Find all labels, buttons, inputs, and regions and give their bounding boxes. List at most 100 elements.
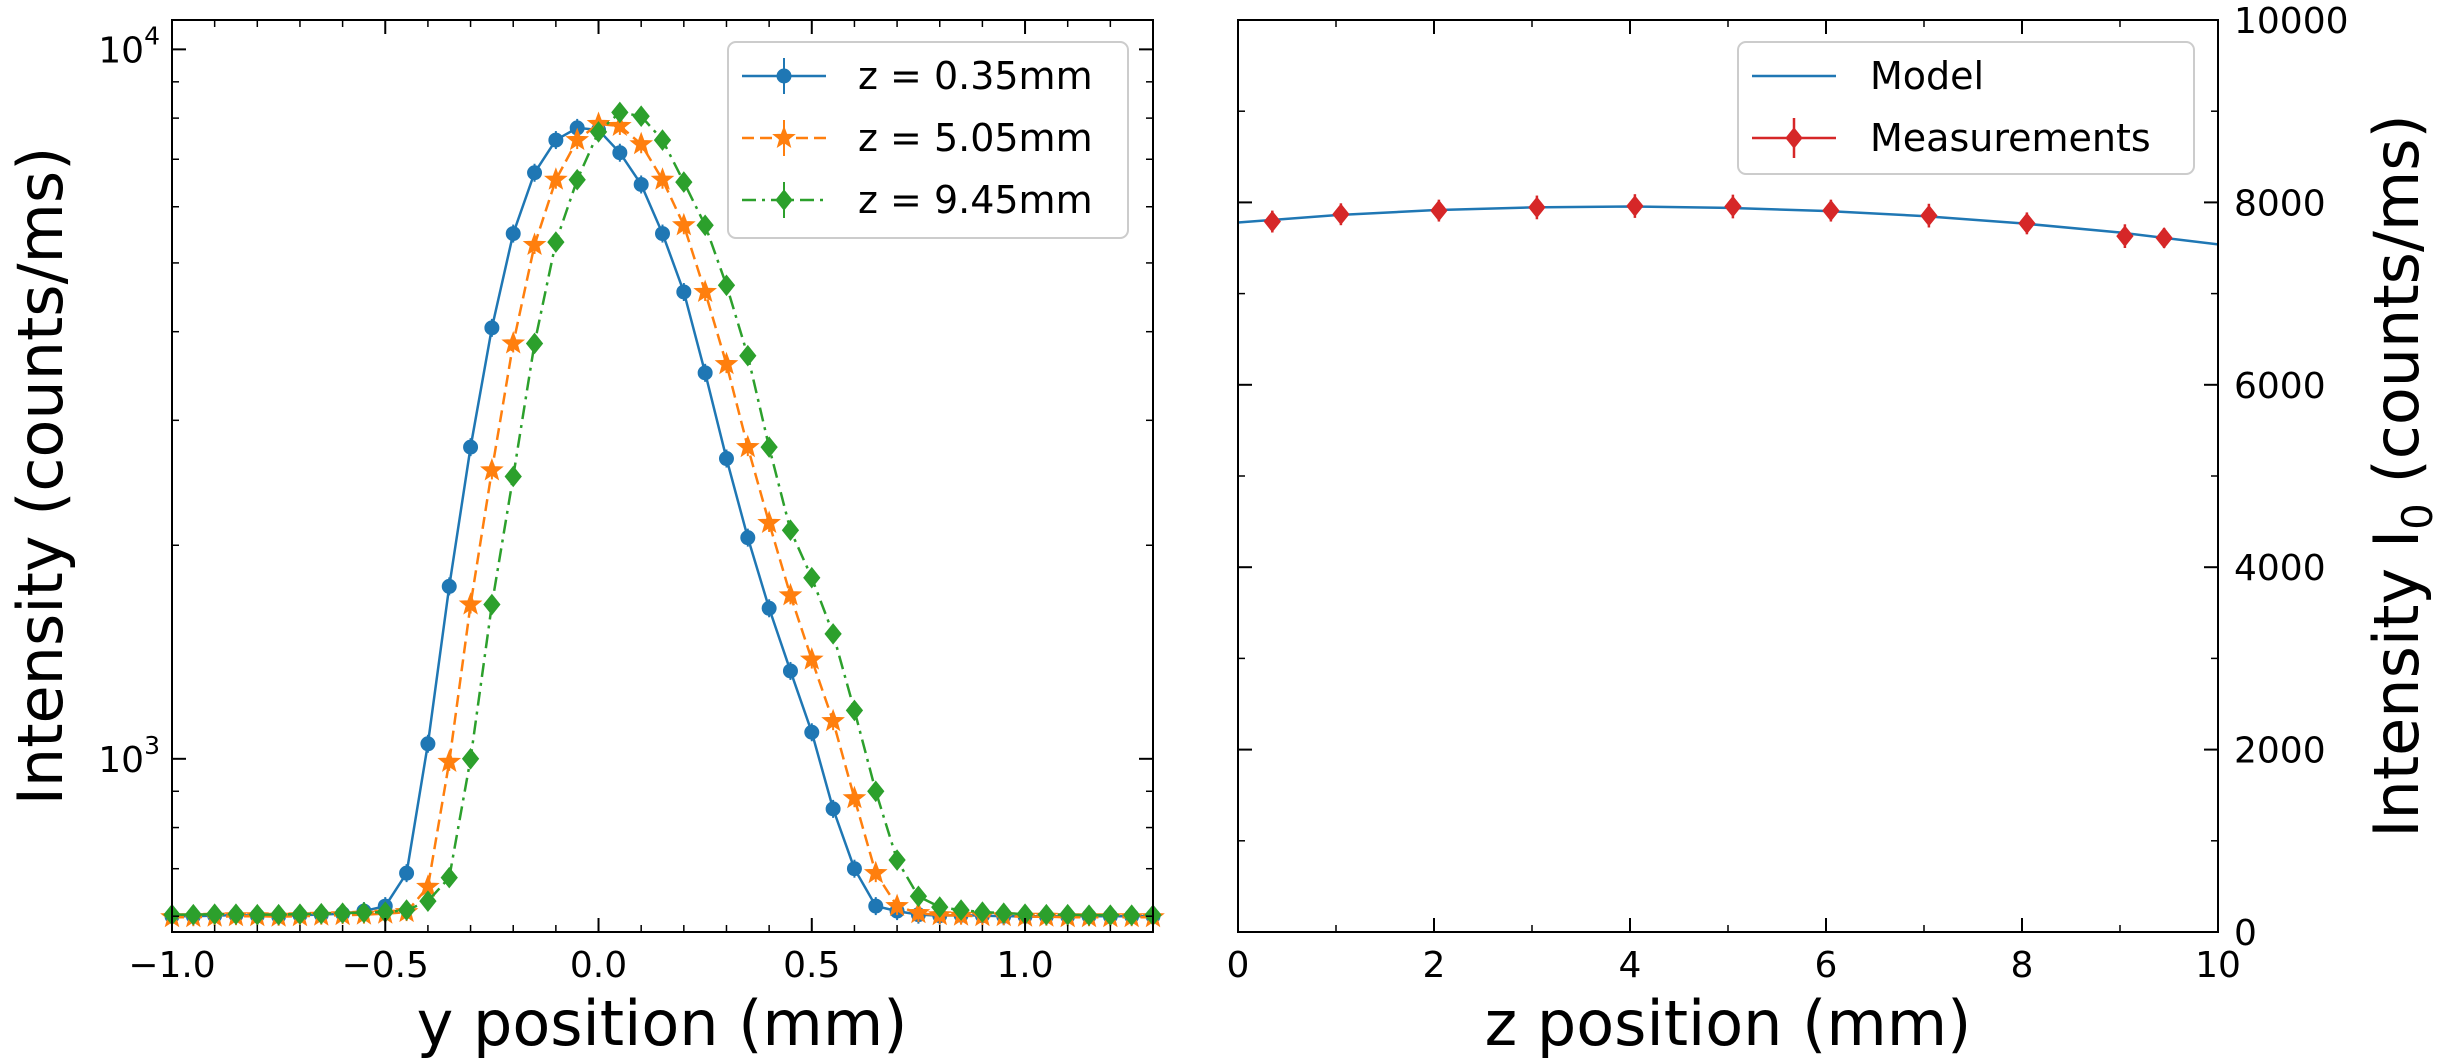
right-y-tick-label: 4000: [2234, 548, 2326, 589]
left-series-point: [612, 145, 628, 161]
left-legend-label: z = 0.35mm: [858, 54, 1093, 98]
measurement-point: [1822, 199, 1840, 222]
left-x-axis-label: y position (mm): [417, 987, 908, 1060]
left-series-point: [906, 900, 931, 924]
right-x-tick-label: 6: [1815, 945, 1838, 986]
right-y-axis-label-main: Intensity I: [2360, 530, 2433, 838]
right-legend-box: [1737, 41, 2195, 175]
left-series-point: [735, 434, 760, 458]
left-series-layer: [160, 101, 1165, 928]
left-series-point: [463, 439, 479, 455]
left-series-point: [653, 129, 672, 151]
right-legend-measure-marker: [1785, 127, 1803, 149]
left-series-point: [650, 167, 675, 190]
right-y-axis-label: Intensity I0 (counts/ms): [2360, 114, 2442, 838]
left-series-point: [804, 724, 820, 740]
measurement-point: [1724, 195, 1742, 218]
measurement-point: [1626, 195, 1644, 217]
left-series-point: [269, 903, 288, 926]
left-series-point: [760, 436, 778, 458]
left-series-point: [437, 749, 462, 772]
left-series-point: [248, 903, 266, 926]
left-series-point: [184, 903, 202, 926]
right-y-tick-label: 2000: [2234, 731, 2326, 772]
measurement-point: [2116, 225, 2134, 247]
left-series-point: [867, 780, 885, 803]
left-series-point: [821, 708, 845, 732]
measurement-point: [2155, 227, 2173, 249]
left-series-point: [227, 903, 245, 925]
left-series-point: [589, 121, 608, 143]
left-series-point: [522, 232, 547, 256]
left-legend-label: z = 5.05mm: [858, 116, 1093, 160]
right-y-tick-label: 6000: [2234, 366, 2326, 407]
left-legend: z = 0.35mm z = 5.05mm z = 9.45mm: [727, 41, 1129, 239]
left-series-point: [291, 903, 309, 925]
left-series-point: [740, 530, 756, 546]
right-legend: Model Measurements: [1737, 41, 2195, 175]
left-series-point: [608, 113, 632, 136]
right-y-tick-label: 8000: [2234, 183, 2326, 224]
left-y-tick-exponent: 3: [144, 731, 160, 760]
left-series-point: [399, 865, 415, 881]
left-series-point: [697, 365, 713, 381]
left-y-tick-base: 10: [98, 30, 144, 71]
left-series-point: [206, 903, 224, 925]
left-series-point: [842, 785, 867, 809]
left-series-point: [548, 132, 564, 148]
left-series-point: [611, 101, 629, 124]
left-series-point: [778, 582, 803, 606]
left-series-point: [525, 332, 544, 355]
left-series-line-1: [172, 122, 1153, 919]
left-x-tick-label: 0.0: [570, 945, 627, 986]
left-series-point: [501, 331, 526, 354]
left-y-tick-label: 104: [98, 21, 160, 71]
left-series-point: [480, 457, 504, 481]
left-series-point: [547, 231, 565, 253]
left-series-point: [544, 167, 568, 190]
left-series-point: [803, 566, 821, 589]
left-series-point: [909, 885, 928, 908]
left-series-point: [504, 465, 522, 488]
measurement-point: [1920, 204, 1938, 227]
left-legend-marker: [772, 125, 796, 149]
left-series-point: [739, 344, 757, 367]
left-series-point: [782, 663, 798, 679]
right-x-tick-label: 4: [1619, 945, 1642, 986]
model-line: [1237, 205, 2219, 246]
left-series-point: [1123, 904, 1141, 926]
left-x-tick-label: 0.5: [783, 945, 840, 986]
left-series-point: [693, 279, 717, 303]
measurement-point: [2018, 212, 2036, 235]
left-series-point: [671, 212, 696, 236]
left-y-tick-label: 103: [98, 731, 160, 781]
left-series-point: [420, 736, 436, 752]
left-series-point: [1080, 904, 1098, 926]
right-x-tick-label: 10: [2195, 945, 2241, 986]
left-series-point: [675, 171, 693, 193]
left-series-point: [825, 801, 841, 817]
left-series-point: [714, 351, 739, 375]
left-series-point: [931, 896, 949, 918]
left-series-point: [761, 600, 777, 616]
left-series-point: [757, 510, 781, 534]
right-x-tick-label: 0: [1227, 945, 1250, 986]
left-series-point: [484, 320, 500, 336]
left-series-point: [696, 214, 714, 237]
left-series-point: [868, 898, 884, 914]
left-series-point: [1037, 903, 1056, 926]
left-x-tick-label: −0.5: [342, 945, 429, 986]
left-series-point: [568, 168, 586, 191]
left-legend-marker: [776, 68, 792, 84]
left-x-tick-label: 1.0: [996, 945, 1053, 986]
left-series-point: [888, 849, 906, 871]
left-series-point: [527, 165, 543, 181]
left-series-point: [333, 902, 352, 924]
left-series-point: [863, 860, 888, 884]
left-series-point: [355, 901, 373, 924]
left-series-point: [312, 902, 330, 925]
